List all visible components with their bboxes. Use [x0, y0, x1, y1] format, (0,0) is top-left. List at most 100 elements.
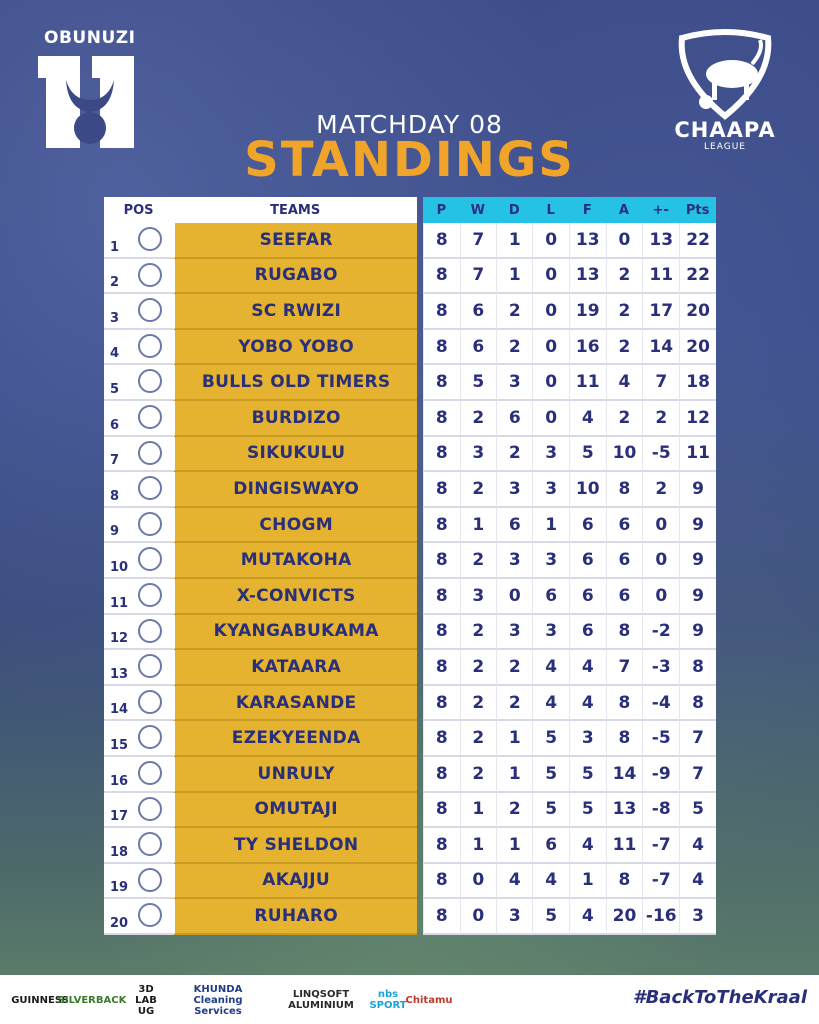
stat-l: 4 — [532, 863, 569, 900]
team-crest-icon — [138, 440, 162, 465]
team-crest-icon — [138, 404, 162, 429]
stat-w: 2 — [459, 756, 497, 793]
stat-gd: 17 — [642, 294, 680, 330]
stat-p: 8 — [423, 899, 460, 935]
stat-l: 0 — [532, 329, 569, 366]
col-header-a: A — [605, 197, 643, 223]
stat-gd: 0 — [642, 578, 680, 615]
position-cell: 16 — [104, 756, 174, 793]
position-cell: 10 — [104, 543, 174, 579]
team-crest-icon — [138, 689, 162, 714]
team-name: BULLS OLD TIMERS — [173, 365, 418, 401]
team-crest-icon — [138, 333, 162, 358]
stat-pts: 22 — [679, 258, 716, 295]
position-cell: 13 — [104, 650, 174, 686]
stat-f: 6 — [568, 543, 606, 579]
stat-w: 2 — [459, 685, 497, 722]
stat-l: 0 — [532, 258, 569, 295]
stat-a: 2 — [605, 258, 643, 295]
stat-w: 6 — [459, 294, 497, 330]
stat-w: 2 — [459, 543, 497, 579]
position-cell: 5 — [104, 365, 174, 401]
stat-gd: -5 — [642, 436, 680, 473]
stat-f: 5 — [568, 792, 606, 829]
col-header-gd: +- — [642, 197, 680, 223]
position-number: 6 — [110, 417, 120, 433]
position-cell: 3 — [104, 294, 174, 330]
table-row: 16 UNRULY 8 2 1 5 5 14 -9 7 — [104, 756, 716, 793]
stat-l: 6 — [532, 828, 569, 864]
table-row: 7 SIKUKULU 8 3 2 3 5 10 -5 11 — [104, 436, 716, 473]
position-number: 1 — [110, 239, 120, 255]
sponsor-logo: nbs SPORT — [369, 989, 407, 1011]
stat-d: 3 — [496, 543, 533, 579]
sponsor-logo: GUINNESS — [11, 994, 69, 1006]
col-header-teams: TEAMS — [173, 197, 418, 223]
team-name: KATAARA — [173, 650, 418, 686]
stat-d: 0 — [496, 578, 533, 615]
stat-f: 5 — [568, 756, 606, 793]
stat-l: 3 — [532, 543, 569, 579]
position-number: 2 — [110, 275, 120, 291]
stat-a: 8 — [605, 614, 643, 651]
stat-w: 2 — [459, 614, 497, 651]
sponsor-logo: KHUNDA Cleaning Services — [193, 983, 243, 1017]
team-crest-icon — [138, 618, 162, 643]
table-row: 1 SEEFAR 8 7 1 0 13 0 13 22 — [104, 223, 716, 259]
stat-l: 0 — [532, 365, 569, 401]
stat-gd: -7 — [642, 828, 680, 864]
stat-l: 5 — [532, 756, 569, 793]
obunuzi-logo: OBUNUZI — [38, 28, 148, 153]
chaapa-league-logo: CHAAPA LEAGUE — [660, 28, 790, 158]
stat-gd: -9 — [642, 756, 680, 793]
stat-d: 1 — [496, 223, 533, 259]
stat-gd: -4 — [642, 685, 680, 722]
stat-l: 3 — [532, 614, 569, 651]
stat-pts: 8 — [679, 685, 716, 722]
stat-p: 8 — [423, 792, 460, 829]
table-row: 12 KYANGABUKAMA 8 2 3 3 6 8 -2 9 — [104, 614, 716, 651]
stat-l: 5 — [532, 792, 569, 829]
eleven-horns-icon — [38, 56, 134, 148]
team-crest-icon — [138, 832, 162, 857]
stat-pts: 7 — [679, 721, 716, 757]
position-number: 13 — [110, 666, 129, 682]
stat-pts: 12 — [679, 400, 716, 437]
table-row: 6 BURDIZO 8 2 6 0 4 2 2 12 — [104, 400, 716, 437]
stat-pts: 11 — [679, 436, 716, 473]
stat-l: 4 — [532, 685, 569, 722]
table-row: 3 SC RWIZI 8 6 2 0 19 2 17 20 — [104, 294, 716, 330]
stat-p: 8 — [423, 329, 460, 366]
stat-p: 8 — [423, 223, 460, 259]
stat-p: 8 — [423, 685, 460, 722]
stat-d: 2 — [496, 650, 533, 686]
stat-w: 1 — [459, 507, 497, 544]
position-number: 15 — [110, 737, 129, 753]
team-crest-icon — [138, 369, 162, 394]
league-wordmark: LEAGUE — [704, 142, 746, 152]
position-cell: 15 — [104, 721, 174, 757]
stat-p: 8 — [423, 614, 460, 651]
table-row: 9 CHOGM 8 1 6 1 6 6 0 9 — [104, 507, 716, 544]
stat-w: 0 — [459, 899, 497, 935]
matchday-label: MATCHDAY 08 — [316, 110, 503, 139]
stat-d: 1 — [496, 756, 533, 793]
team-name: RUGABO — [173, 258, 418, 295]
stat-gd: -3 — [642, 650, 680, 686]
team-crest-icon — [138, 262, 162, 287]
stat-a: 4 — [605, 365, 643, 401]
stat-gd: -16 — [642, 899, 680, 935]
stat-f: 3 — [568, 721, 606, 757]
position-number: 4 — [110, 346, 120, 362]
stat-f: 6 — [568, 614, 606, 651]
team-name: BURDIZO — [173, 400, 418, 437]
col-header-pts: Pts — [679, 197, 716, 223]
sponsor-logo: SILVERBACK — [57, 994, 127, 1006]
stat-l: 4 — [532, 650, 569, 686]
position-number: 17 — [110, 809, 129, 825]
bull-shield-icon — [678, 29, 772, 120]
table-row: 10 MUTAKOHA 8 2 3 3 6 6 0 9 — [104, 543, 716, 579]
stat-w: 1 — [459, 828, 497, 864]
position-cell: 4 — [104, 329, 174, 366]
stat-w: 2 — [459, 400, 497, 437]
